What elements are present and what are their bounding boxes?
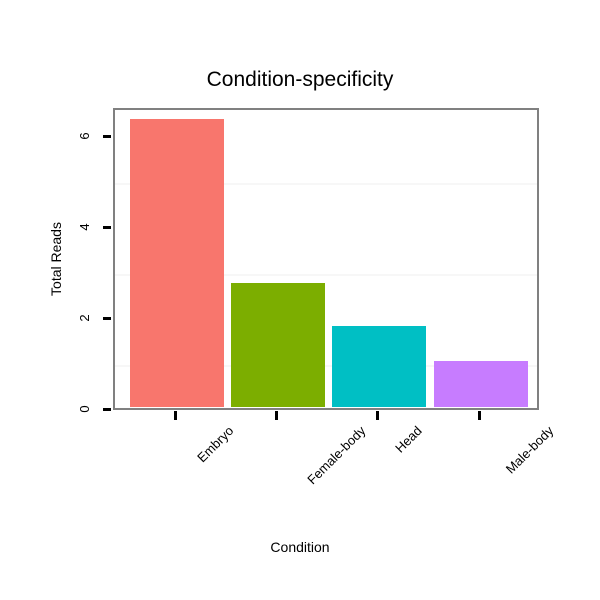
y-tick-mark bbox=[103, 135, 111, 138]
y-tick-label: 2 bbox=[77, 314, 92, 322]
bar[interactable] bbox=[231, 282, 325, 407]
chart-title: Condition-specificity bbox=[206, 68, 394, 91]
y-tick-mark bbox=[103, 226, 111, 229]
y-tick-label: 4 bbox=[77, 223, 92, 231]
x-axis-title: Condition bbox=[270, 539, 330, 555]
bar[interactable] bbox=[332, 326, 426, 407]
x-tick-label: Embryo bbox=[194, 423, 237, 466]
plot-panel bbox=[113, 108, 539, 410]
x-tick-mark bbox=[174, 411, 177, 420]
y-tick-mark bbox=[103, 408, 111, 411]
y-tick-label: 0 bbox=[77, 405, 92, 413]
x-tick-label: Male-body bbox=[502, 423, 557, 477]
y-axis-title: Total Reads bbox=[48, 222, 64, 296]
y-tick-mark bbox=[103, 317, 111, 320]
x-tick-mark bbox=[376, 411, 379, 420]
gridline-minor bbox=[115, 364, 537, 367]
bar[interactable] bbox=[434, 361, 528, 407]
x-tick-mark bbox=[478, 411, 481, 420]
x-tick-label: Female-body bbox=[304, 423, 369, 488]
gridline-minor bbox=[115, 273, 537, 276]
x-tick-label: Head bbox=[392, 423, 425, 456]
gridline-minor bbox=[115, 182, 537, 185]
x-tick-mark bbox=[275, 411, 278, 420]
y-tick-label: 6 bbox=[77, 132, 92, 140]
bar[interactable] bbox=[130, 119, 224, 407]
bar-series bbox=[115, 110, 537, 408]
